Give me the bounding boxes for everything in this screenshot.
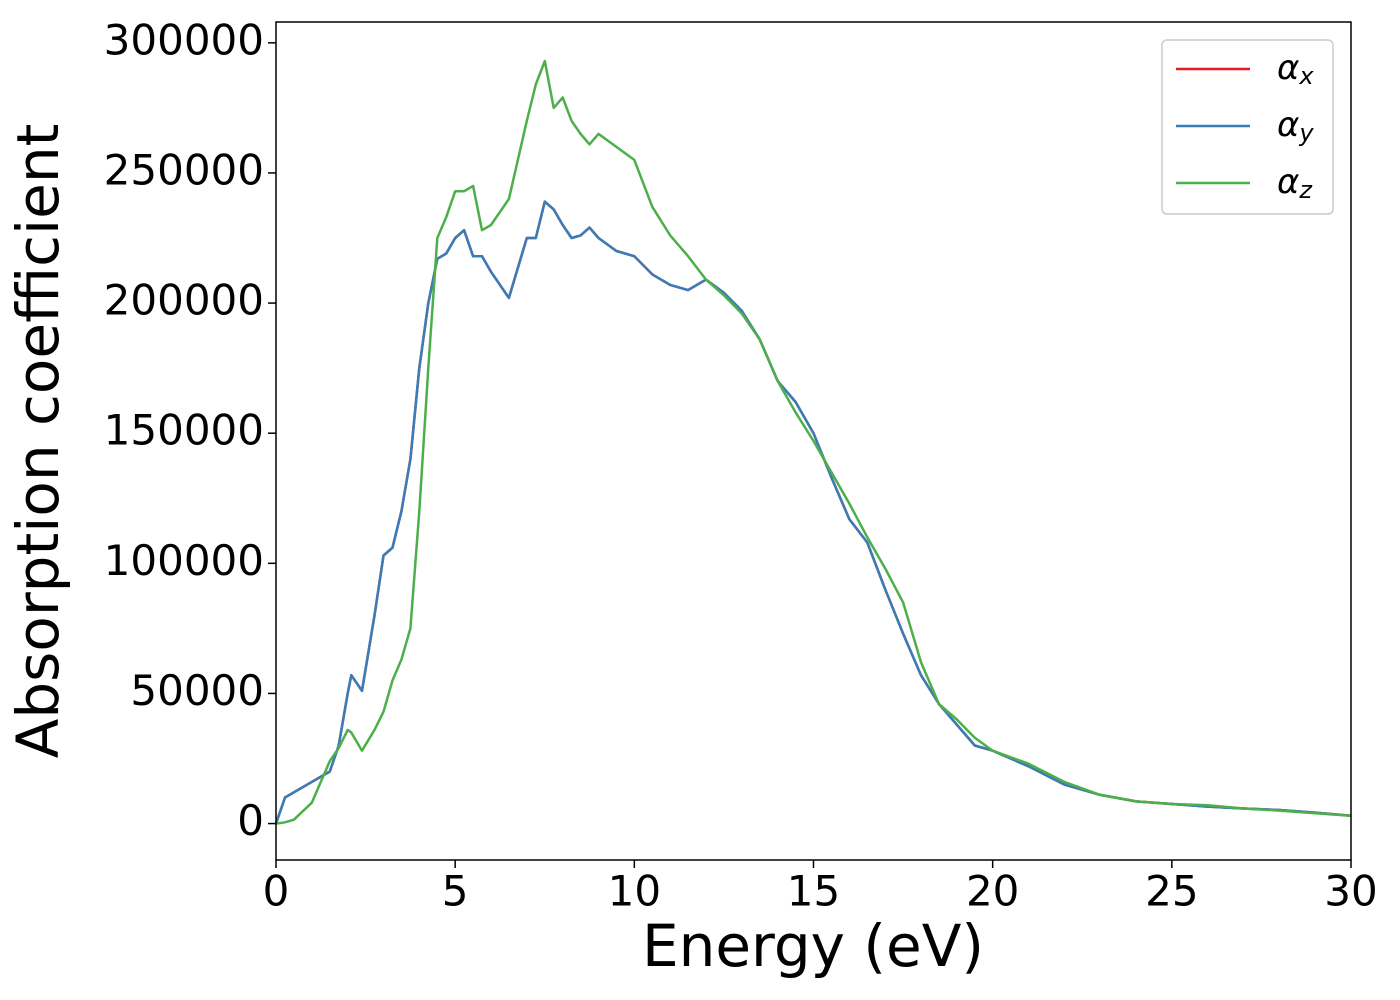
x-tick-label: 0 xyxy=(263,867,290,916)
legend-label: αy xyxy=(1277,105,1314,148)
y-tick-label: 250000 xyxy=(104,145,264,194)
x-axis-label: Energy (eV) xyxy=(642,912,984,980)
y-axis-label: Absorption coefficient xyxy=(4,124,72,759)
x-tick-label: 15 xyxy=(787,867,840,916)
x-tick-label: 10 xyxy=(608,867,661,916)
x-tick-label: 20 xyxy=(966,867,1019,916)
y-tick-label: 50000 xyxy=(130,666,264,715)
series-line xyxy=(275,59,1352,825)
x-tick-label: 25 xyxy=(1145,867,1198,916)
y-tick-label: 100000 xyxy=(104,536,264,585)
plot-frame xyxy=(275,21,1352,861)
legend-label: αz xyxy=(1277,162,1313,205)
x-tick-label: 30 xyxy=(1324,867,1377,916)
series-line xyxy=(274,200,1352,825)
y-tick-label: 150000 xyxy=(104,406,264,455)
series-line xyxy=(274,200,1352,825)
x-tick-label: 5 xyxy=(442,867,469,916)
y-tick-label: 0 xyxy=(237,796,264,845)
y-tick-label: 200000 xyxy=(104,276,264,325)
y-tick-label: 300000 xyxy=(104,15,264,64)
legend-label: αx xyxy=(1277,48,1314,91)
